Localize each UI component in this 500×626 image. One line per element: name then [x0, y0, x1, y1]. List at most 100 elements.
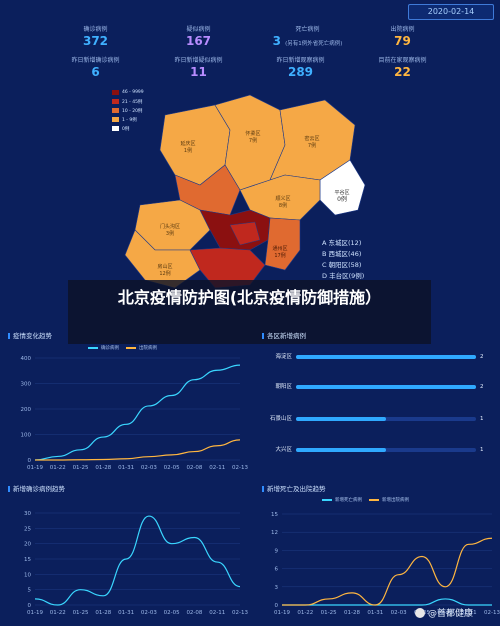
bar-track — [296, 417, 476, 421]
map-value: 7例 — [249, 137, 257, 144]
district-list-item: A 东城区(12) — [322, 239, 362, 247]
x-tick-label: 01-25 — [321, 610, 337, 616]
district-bar-row: 海淀区 2 — [262, 350, 492, 364]
y-tick-label: 200 — [21, 407, 32, 413]
map-label: 通州区 — [272, 245, 287, 252]
stat-value: 22 — [394, 65, 411, 79]
district-core-east — [229, 221, 261, 246]
x-tick-label: 02-05 — [164, 465, 180, 471]
map-label: 门头沟区 — [160, 223, 180, 230]
x-tick-label: 02-11 — [461, 610, 477, 616]
weibo-watermark: @首都健康 — [415, 606, 473, 619]
map-label: 延庆区 — [180, 140, 195, 147]
x-tick-label: 02-05 — [164, 610, 180, 616]
y-tick-label: 6 — [275, 567, 279, 573]
legend-item: 1 - 9例 — [112, 115, 156, 124]
stat-recovered: 出院病例 79 — [340, 24, 465, 48]
bar-label: 朝阳区 — [275, 384, 292, 390]
bar-value: 2 — [480, 354, 484, 360]
map-label: 房山区 — [157, 263, 172, 270]
x-tick-label: 01-22 — [50, 610, 66, 616]
y-tick-label: 30 — [24, 511, 31, 517]
map-value: 8例 — [279, 202, 287, 209]
legend-item: 46 - 9999 — [112, 88, 156, 97]
y-tick-label: 10 — [24, 572, 31, 578]
map-value: 17例 — [274, 252, 285, 259]
x-tick-label: 01-22 — [50, 465, 66, 471]
beijing-map: 延庆区 1例 怀柔区 7例 密云区 7例 平谷区 0例 顺义区 8例 门头沟区 … — [124, 94, 366, 289]
x-tick-label: 01-31 — [118, 610, 134, 616]
y-tick-label: 400 — [21, 356, 32, 362]
stat-value: 289 — [287, 65, 314, 79]
bar-label: 大兴区 — [275, 447, 292, 453]
trend-legend: 确诊病例 出院病例 — [88, 345, 157, 351]
map-value: 3例 — [166, 230, 174, 237]
x-tick-label: 02-08 — [186, 465, 202, 471]
bar-label: 石景山区 — [269, 416, 292, 422]
y-tick-label: 300 — [21, 382, 32, 388]
x-tick-label: 01-22 — [297, 610, 313, 616]
stat-label: 昨日新增确诊病例 — [71, 57, 120, 64]
stat-label: 死亡病例 — [295, 26, 320, 33]
stat-new-suspected: 昨日新增疑似病例 11 — [136, 55, 261, 79]
chart-title-districts: 各区新增病例 — [262, 330, 306, 340]
x-tick-label: 02-11 — [209, 465, 225, 471]
bar-track — [296, 385, 476, 389]
district-bar-row: 大兴区 1 — [262, 443, 492, 457]
title-banner: 北京疫情防护图(北京疫情防御措施） — [68, 280, 431, 344]
x-tick-label: 02-13 — [484, 610, 500, 616]
chart-title-trend: 疫情变化趋势 — [8, 330, 52, 340]
stat-value: 372 — [82, 34, 109, 48]
bar-fill — [296, 417, 386, 421]
series-line-1 — [35, 439, 241, 461]
bar-fill — [296, 355, 476, 359]
x-tick-label: 02-13 — [232, 465, 248, 471]
stat-label: 确诊病例 — [83, 26, 108, 33]
stat-label: 目前在家观察病例 — [378, 57, 427, 64]
series-line-0 — [282, 598, 492, 606]
x-tick-label: 01-25 — [73, 465, 89, 471]
stats-panel: 确诊病例 372 疑似病例 167 死亡病例 3 (另有1例外省死亡病例) 出院… — [0, 24, 500, 84]
series-line-0 — [34, 364, 241, 461]
x-tick-label: 01-31 — [118, 465, 134, 471]
bar-label: 海淀区 — [275, 354, 292, 360]
x-tick-label: 01-19 — [27, 465, 43, 471]
map-value: 0例 — [337, 195, 347, 203]
bar-track — [296, 448, 476, 452]
x-tick-label: 01-31 — [367, 610, 383, 616]
legend-item: 0例 — [112, 124, 156, 133]
map-value: 1例 — [184, 147, 192, 154]
x-tick-label: 02-11 — [209, 610, 225, 616]
map-label: 顺义区 — [275, 196, 290, 202]
district-list: A 东城区(12) B 西城区(46) C 朝阳区(58) D 丰台区(9例) — [322, 238, 364, 282]
weibo-icon — [415, 607, 425, 618]
x-tick-label: 02-03 — [141, 610, 157, 616]
district-fangshan — [124, 229, 201, 289]
deaths-legend: 新增死亡病例 新增出院病例 — [322, 497, 409, 503]
x-tick-label: 02-08 — [186, 610, 202, 616]
stat-value: 167 — [185, 34, 212, 48]
x-tick-label: 02-13 — [232, 610, 248, 616]
chart-title-deaths: 新增死亡及出院趋势 — [262, 483, 326, 493]
stat-home-observation: 目前在家观察病例 22 — [340, 55, 465, 79]
stat-new-observed: 昨日新增观察病例 289 — [238, 55, 363, 79]
stat-label: 出院病例 — [390, 26, 415, 33]
map-value: 12例 — [159, 270, 170, 277]
legend-item: 10 - 20例 — [112, 106, 156, 115]
y-tick-label: 9 — [275, 548, 279, 554]
district-bar-row: 石景山区 1 — [262, 412, 492, 426]
trend-chart: 0 100 200 300 400 01-19 01-22 01-25 01-28 01-31 02… — [21, 356, 249, 471]
y-tick-label: 0 — [28, 458, 32, 464]
bar-value: 1 — [480, 447, 484, 453]
bar-track — [296, 355, 476, 359]
y-tick-label: 100 — [21, 433, 32, 439]
legend-item: 21 - 45例 — [112, 97, 156, 106]
watermark-text: @首都健康 — [428, 609, 474, 619]
y-tick-label: 12 — [271, 530, 278, 536]
stat-deaths: 死亡病例 3 (另有1例外省死亡病例) — [245, 24, 370, 48]
map-label: 密云区 — [304, 135, 319, 142]
district-list-item: C 朝阳区(58) — [322, 261, 362, 269]
map-legend: 46 - 9999 21 - 45例 10 - 20例 1 - 9例 0例 — [112, 88, 156, 138]
district-bar-row: 朝阳区 2 — [262, 380, 492, 394]
series-line-0 — [34, 515, 241, 606]
